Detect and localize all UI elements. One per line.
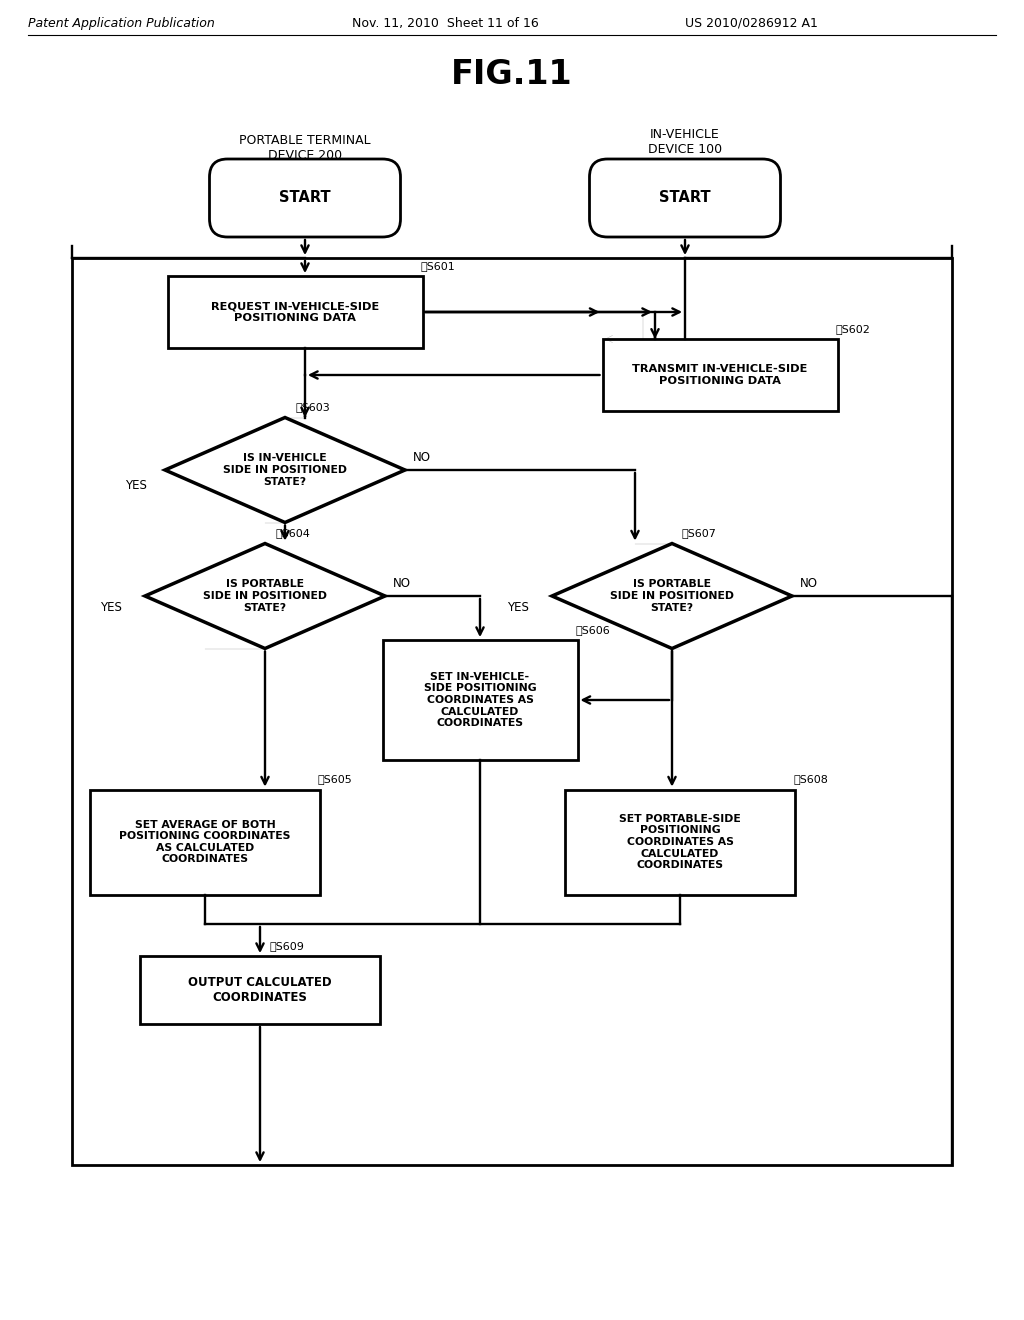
Text: 。S608: 。S608 [793,775,827,784]
Polygon shape [145,544,385,648]
Text: SET AVERAGE OF BOTH
POSITIONING COORDINATES
AS CALCULATED
COORDINATES: SET AVERAGE OF BOTH POSITIONING COORDINA… [120,820,291,865]
Text: PORTABLE TERMINAL
DEVICE 200: PORTABLE TERMINAL DEVICE 200 [240,135,371,162]
Bar [565,789,795,895]
Text: TRANSMIT IN-VEHICLE-SIDE
POSITIONING DATA: TRANSMIT IN-VEHICLE-SIDE POSITIONING DAT… [632,364,808,385]
Text: IS PORTABLE
SIDE IN POSITIONED
STATE?: IS PORTABLE SIDE IN POSITIONED STATE? [203,579,327,612]
FancyBboxPatch shape [590,158,780,238]
Text: START: START [280,190,331,206]
Text: YES: YES [507,601,528,614]
Text: SET IN-VEHICLE-
SIDE POSITIONING
COORDINATES AS
CALCULATED
COORDINATES: SET IN-VEHICLE- SIDE POSITIONING COORDIN… [424,672,537,729]
Text: FIG.11: FIG.11 [452,58,572,91]
Text: IS IN-VEHICLE
SIDE IN POSITIONED
STATE?: IS IN-VEHICLE SIDE IN POSITIONED STATE? [223,453,347,487]
Bar [90,789,319,895]
Text: IN-VEHICLE
DEVICE 100: IN-VEHICLE DEVICE 100 [648,128,722,156]
Text: NO: NO [800,577,818,590]
Text: REQUEST IN-VEHICLE-SIDE
POSITIONING DATA: REQUEST IN-VEHICLE-SIDE POSITIONING DATA [211,301,379,323]
Bar [72,257,952,1166]
Bar [383,640,578,760]
Polygon shape [165,417,406,523]
Text: Patent Application Publication: Patent Application Publication [28,16,215,29]
Text: 。S609: 。S609 [270,941,305,950]
Bar [602,339,838,411]
Text: YES: YES [100,601,122,614]
Text: NO: NO [413,451,431,465]
Text: Nov. 11, 2010  Sheet 11 of 16: Nov. 11, 2010 Sheet 11 of 16 [352,16,539,29]
Text: 。S601: 。S601 [421,261,456,271]
Text: IS PORTABLE
SIDE IN POSITIONED
STATE?: IS PORTABLE SIDE IN POSITIONED STATE? [610,579,734,612]
FancyBboxPatch shape [210,158,400,238]
Text: US 2010/0286912 A1: US 2010/0286912 A1 [685,16,818,29]
Text: 。S606: 。S606 [575,624,610,635]
Bar [140,956,380,1024]
Text: YES: YES [125,479,146,492]
Text: SET PORTABLE-SIDE
POSITIONING
COORDINATES AS
CALCULATED
COORDINATES: SET PORTABLE-SIDE POSITIONING COORDINATE… [620,814,741,870]
Text: 。S603: 。S603 [295,403,330,412]
Text: NO: NO [393,577,411,590]
Text: 。S607: 。S607 [682,528,717,539]
Text: 。S602: 。S602 [836,323,870,334]
Polygon shape [552,544,792,648]
Text: 。S604: 。S604 [275,528,310,539]
Bar [168,276,423,348]
Text: 。S605: 。S605 [318,775,352,784]
Text: OUTPUT CALCULATED
COORDINATES: OUTPUT CALCULATED COORDINATES [188,975,332,1005]
Text: START: START [659,190,711,206]
